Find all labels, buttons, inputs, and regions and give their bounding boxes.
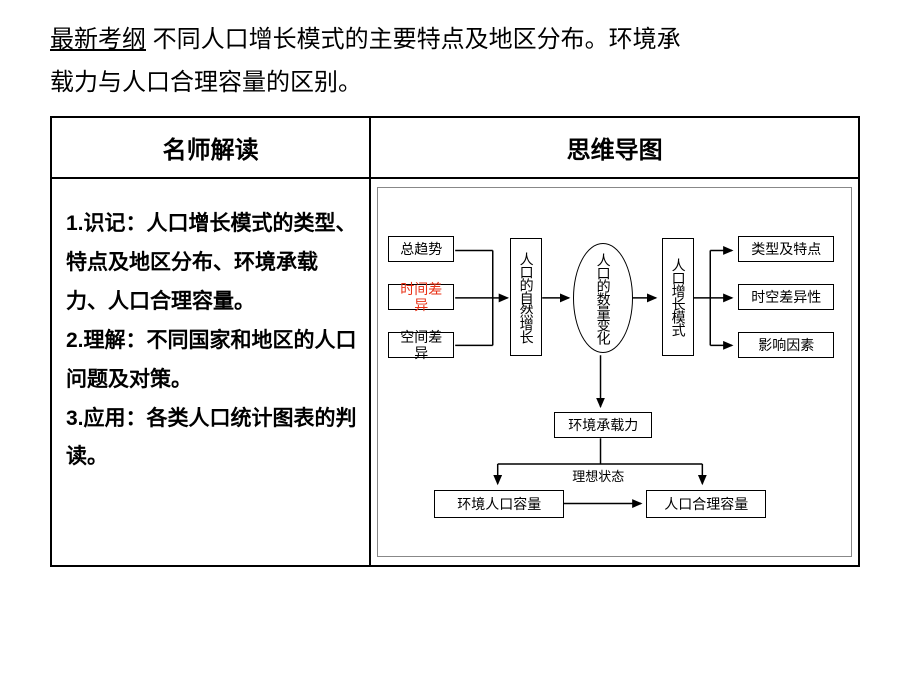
natural-growth-text: 人口的自然增长 xyxy=(518,252,535,343)
node-env-pop-capacity: 环境人口容量 xyxy=(434,490,564,518)
node-env-capacity: 环境承载力 xyxy=(554,412,652,438)
concept-diagram: 总趋势 时间差异 空间差异 人口的自然增长 人口的数量变化 人口增长模式 xyxy=(384,208,845,546)
left-content: 1.识记：人口增长模式的类型、特点及地区分布、环境承载力、人口合理容量。 2.理… xyxy=(66,205,357,477)
right-column: 总趋势 时间差异 空间差异 人口的自然增长 人口的数量变化 人口增长模式 xyxy=(370,178,859,566)
node-reasonable-capacity: 人口合理容量 xyxy=(646,490,766,518)
node-time-diff: 时间差异 xyxy=(388,284,454,310)
node-factors: 影响因素 xyxy=(738,332,834,358)
node-pop-change: 人口的数量变化 xyxy=(573,243,633,353)
intro-text: 最新考纲 不同人口增长模式的主要特点及地区分布。环境承 载力与人口合理容量的区别… xyxy=(50,18,880,104)
left-column: 1.识记：人口增长模式的类型、特点及地区分布、环境承载力、人口合理容量。 2.理… xyxy=(51,178,370,566)
item3-label: 3.应用： xyxy=(66,407,147,430)
intro-label: 最新考纲 xyxy=(50,26,146,53)
intro-text-1: 不同人口增长模式的主要特点及地区分布。环境承 xyxy=(146,26,681,53)
header-right: 思维导图 xyxy=(370,117,859,178)
main-table: 名师解读 思维导图 1.识记：人口增长模式的类型、特点及地区分布、环境承载力、人… xyxy=(50,116,860,567)
item1-label: 1.识记： xyxy=(66,212,147,235)
node-spacetime-diff: 时空差异性 xyxy=(738,284,834,310)
node-type-feature: 类型及特点 xyxy=(738,236,834,262)
node-trend: 总趋势 xyxy=(388,236,454,262)
pop-change-text: 人口的数量变化 xyxy=(595,253,612,344)
diagram-wrap: 总趋势 时间差异 空间差异 人口的自然增长 人口的数量变化 人口增长模式 xyxy=(377,187,852,557)
header-left: 名师解读 xyxy=(51,117,370,178)
node-space-diff: 空间差异 xyxy=(388,332,454,358)
label-ideal-state: 理想状态 xyxy=(572,466,624,485)
node-growth-model: 人口增长模式 xyxy=(662,238,694,356)
node-natural-growth: 人口的自然增长 xyxy=(510,238,542,356)
intro-text-2: 载力与人口合理容量的区别。 xyxy=(50,69,362,96)
growth-model-text: 人口增长模式 xyxy=(670,258,687,336)
item2-label: 2.理解： xyxy=(66,329,147,352)
